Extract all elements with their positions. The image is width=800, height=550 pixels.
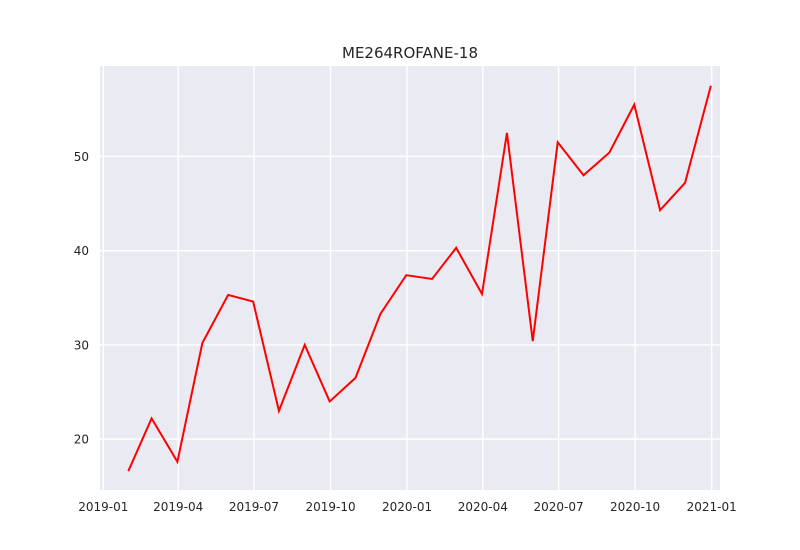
y-tick-label: 20 bbox=[74, 433, 89, 447]
series-line bbox=[127, 85, 712, 472]
x-tick-label: 2019-10 bbox=[305, 500, 355, 514]
x-tick-label: 2019-04 bbox=[153, 500, 203, 514]
grid bbox=[100, 66, 720, 490]
y-tick-label: 50 bbox=[74, 150, 89, 164]
y-axis-ticks: 20 30 40 50 bbox=[74, 150, 89, 447]
y-tick-label: 40 bbox=[74, 244, 89, 258]
x-tick-label: 2020-04 bbox=[458, 500, 508, 514]
x-axis-ticks: 2019-01 2019-04 2019-07 2019-10 2020-01 2020-… bbox=[78, 500, 736, 514]
series-group bbox=[127, 85, 712, 472]
x-tick-label: 2020-10 bbox=[610, 500, 660, 514]
x-tick-label: 2021-01 bbox=[687, 500, 737, 514]
x-tick-label: 2019-07 bbox=[229, 500, 279, 514]
chart-title: ME264ROFANE-18 bbox=[342, 44, 478, 62]
y-tick-label: 30 bbox=[74, 338, 89, 352]
plot-area bbox=[100, 66, 720, 490]
x-tick-label: 2020-07 bbox=[533, 500, 583, 514]
x-tick-label: 2019-01 bbox=[78, 500, 128, 514]
x-tick-label: 2020-01 bbox=[382, 500, 432, 514]
